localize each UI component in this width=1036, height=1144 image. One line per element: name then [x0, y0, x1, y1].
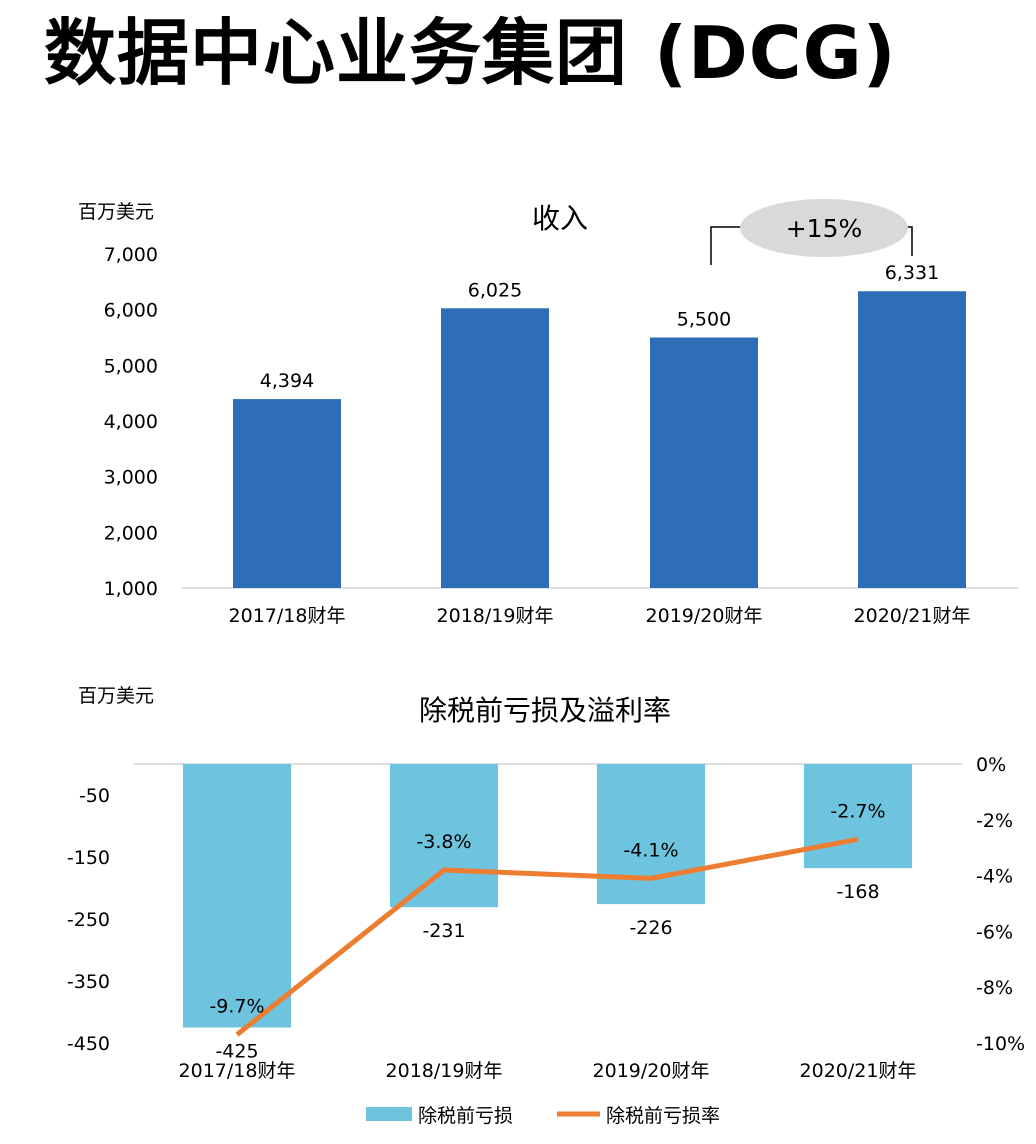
chart2-bar	[804, 764, 912, 869]
chart2-margin-line	[235, 836, 859, 1037]
chart2-x-tick: 2020/21财年	[800, 1060, 917, 1082]
chart1-bar	[233, 399, 341, 588]
legend-label-margin: 除税前亏损率	[606, 1105, 720, 1127]
page-title: 数据中心业务集团 (DCG)	[44, 11, 897, 95]
chart2-y-right-tick: -6%	[976, 921, 1013, 943]
chart2-y-right-tick: -2%	[976, 810, 1013, 832]
chart2-x-tick: 2019/20财年	[593, 1060, 710, 1082]
chart2-bar	[183, 764, 291, 1028]
chart2-unit-label: 百万美元	[78, 685, 154, 707]
chart1-y-tick: 7,000	[104, 244, 158, 266]
chart2-title: 除税前亏损及溢利率	[419, 694, 671, 727]
chart1-x-tick: 2020/21财年	[854, 605, 971, 627]
chart1-value-label: 6,025	[468, 279, 522, 301]
chart1-bar	[650, 337, 758, 588]
chart1-bar	[858, 291, 966, 588]
chart2-x-tick: 2017/18财年	[179, 1060, 296, 1082]
chart1-unit-label: 百万美元	[78, 201, 154, 223]
chart2-y-right-tick: -10%	[976, 1033, 1025, 1055]
chart1-value-label: 5,500	[677, 309, 731, 331]
chart2-bar	[390, 764, 498, 908]
chart1-x-tick: 2019/20财年	[646, 605, 763, 627]
chart2-y-left-tick: -250	[67, 909, 110, 931]
legend-label-loss: 除税前亏损	[418, 1105, 513, 1127]
chart2-y-left-tick: -350	[67, 971, 110, 993]
chart2-bar-value-label: -231	[422, 920, 465, 942]
chart1-y-tick: 6,000	[104, 300, 158, 322]
chart1-value-label: 4,394	[260, 370, 314, 392]
chart2-bar	[597, 764, 705, 905]
chart2-y-right-tick: 0%	[976, 754, 1006, 776]
chart2-y-left-tick: -150	[67, 847, 110, 869]
chart2-line-value-label: -3.8%	[416, 831, 471, 853]
chart1-annotation-bubble	[740, 199, 908, 257]
chart2-line-value-label: -4.1%	[623, 839, 678, 861]
chart1-y-tick: 2,000	[104, 522, 158, 544]
chart1-bar	[441, 308, 549, 588]
chart1-y-tick: 1,000	[104, 578, 158, 600]
chart1-title: 收入	[532, 202, 588, 235]
chart1-y-tick: 3,000	[104, 467, 158, 489]
chart2-y-left-tick: -450	[67, 1033, 110, 1055]
chart2-line-value-label: -2.7%	[830, 800, 885, 822]
chart1-y-tick: 4,000	[104, 411, 158, 433]
chart2-y-left-tick: -50	[79, 785, 110, 807]
chart1-x-tick: 2018/19财年	[437, 605, 554, 627]
chart1-annotation-text: +15%	[786, 214, 863, 243]
chart2-y-right-tick: -4%	[976, 866, 1013, 888]
chart1-annotation-bracket-right	[906, 226, 913, 256]
chart2-bar-value-label: -168	[836, 881, 879, 903]
chart1-x-tick: 2017/18财年	[229, 605, 346, 627]
chart2-line-value-label: -9.7%	[209, 996, 264, 1018]
chart2-bar-value-label: -425	[215, 1041, 258, 1063]
chart1-annotation-bracket-left	[710, 226, 742, 265]
chart1-y-tick: 5,000	[104, 355, 158, 377]
chart2-x-tick: 2018/19财年	[386, 1060, 503, 1082]
chart2-y-right-tick: -8%	[976, 977, 1013, 999]
legend-swatch-loss	[366, 1107, 412, 1121]
chart2-bar-value-label: -226	[629, 917, 672, 939]
chart1-value-label: 6,331	[885, 262, 939, 284]
